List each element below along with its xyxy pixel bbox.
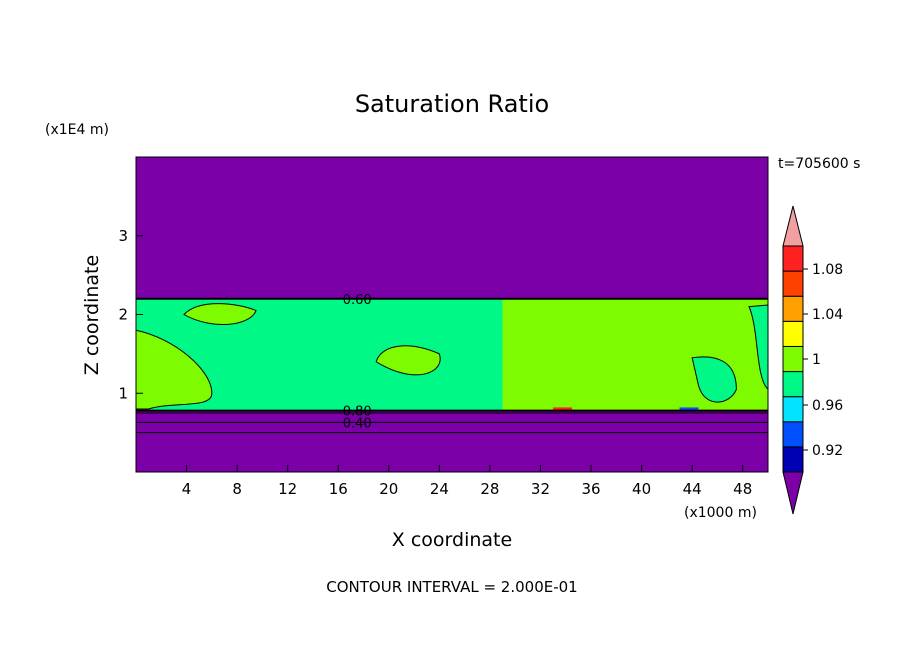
- x-tick-label: 44: [683, 480, 702, 498]
- x-tick-label: 4: [182, 480, 192, 498]
- colorbar-label: 1.08: [812, 262, 843, 278]
- y-axis-label: Z coordinate: [81, 255, 103, 375]
- x-tick-label: 8: [232, 480, 242, 498]
- contour-label: 0.40: [343, 416, 372, 431]
- colorbar-segment: [782, 345, 804, 373]
- x-axis-label: X coordinate: [392, 529, 512, 551]
- y-tick-label: 3: [118, 227, 128, 245]
- y-tick-label: 1: [118, 384, 128, 402]
- colorbar-segment: [782, 446, 804, 473]
- colorbar-segment: [782, 270, 804, 297]
- x-tick-label: 48: [733, 480, 752, 498]
- plot-area: [135, 156, 769, 473]
- contour-label: 0.80: [343, 405, 372, 420]
- chart-title: Saturation Ratio: [355, 90, 549, 118]
- x-tick-label: 16: [329, 480, 348, 498]
- x-tick-label: 24: [430, 480, 449, 498]
- colorbar-segment: [782, 245, 804, 272]
- y-tick-label: 2: [118, 306, 128, 324]
- x-tick-label: 32: [531, 480, 550, 498]
- cool-spot: [679, 407, 699, 411]
- colorbar: 1.08 1.04 1 0.96 0.92: [782, 205, 843, 515]
- time-label: t=705600 s: [778, 156, 860, 172]
- colorbar-label: 1.04: [812, 307, 843, 323]
- x-axis-ticks: 4 8 12 16 20 24 28 32 36 40 44 48: [182, 465, 752, 498]
- contour-interval-footer: CONTOUR INTERVAL = 2.000E-01: [326, 578, 577, 596]
- colorbar-segment: [782, 295, 804, 322]
- colorbar-segment: [782, 371, 804, 398]
- x-tick-label: 36: [581, 480, 600, 498]
- patch-left: [135, 329, 213, 410]
- colorbar-segment: [782, 396, 804, 423]
- colorbar-label: 1: [812, 352, 821, 368]
- contour-labels: 0.60 0.800.40: [343, 293, 372, 432]
- colorbar-label: 0.96: [812, 398, 843, 414]
- patch-top-left: [183, 303, 257, 325]
- colorbar-upper-arrow: [782, 205, 804, 247]
- region-upper-dry: [136, 157, 768, 299]
- y-unit-label: (x1E4 m): [45, 122, 109, 138]
- x-tick-label: 20: [379, 480, 398, 498]
- hot-spot: [553, 407, 573, 412]
- x-tick-label: 28: [480, 480, 499, 498]
- colorbar-segment: [782, 421, 804, 448]
- x-tick-label: 40: [632, 480, 651, 498]
- x-unit-label: (x1000 m): [684, 505, 757, 521]
- colorbar-segment: [782, 320, 804, 347]
- region-lower-dry: [136, 410, 768, 472]
- patch-center: [375, 345, 441, 376]
- contour-label: 0.60: [343, 293, 372, 308]
- y-axis-ticks: 1 2 3: [118, 227, 143, 402]
- colorbar-lower-arrow: [782, 471, 804, 515]
- x-tick-label: 12: [278, 480, 297, 498]
- colorbar-label: 0.92: [812, 443, 843, 459]
- patch-right: [691, 356, 737, 403]
